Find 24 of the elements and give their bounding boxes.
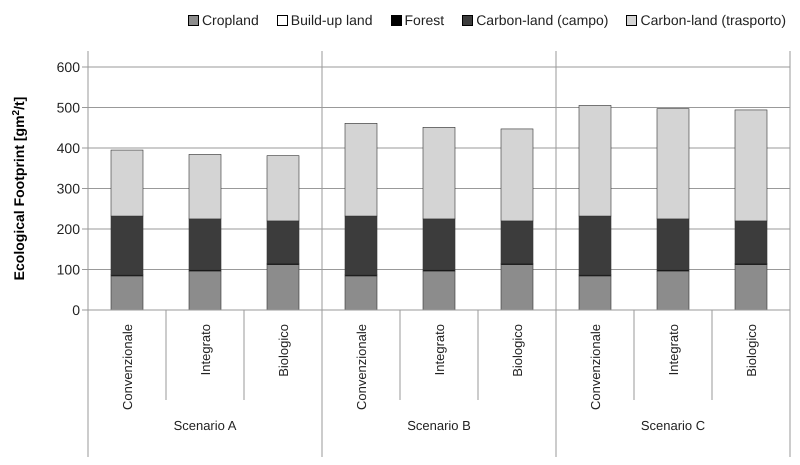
x-tick-label: Biologico	[510, 324, 525, 377]
x-tick-label: Integrato	[198, 324, 213, 376]
text: Scenario A	[174, 418, 237, 433]
x-tick-label: Biologico	[744, 324, 759, 377]
legend-label: Cropland	[200, 12, 259, 28]
y-tick-label: 0	[72, 302, 80, 318]
legend-label: Build-up land	[290, 12, 372, 28]
y-tick-label: 200	[56, 220, 80, 237]
x-tick-label: Integrato	[666, 324, 681, 376]
x-tick-label: Convenzionale	[120, 324, 135, 410]
x-tick-label: Biologico	[276, 324, 291, 377]
legend-label: Carbon-land (trasporto)	[639, 12, 786, 28]
y-tick-label: 300	[56, 180, 80, 196]
legend-label: Forest	[404, 12, 444, 28]
x-tick-label: Integrato	[432, 324, 447, 376]
x-tick-label: Convenzionale	[588, 324, 603, 410]
legend-label: Carbon-land (campo)	[475, 12, 608, 28]
y-tick-label: 400	[56, 140, 80, 156]
text: Scenario B	[407, 418, 471, 433]
y-tick-label: 600	[56, 58, 80, 75]
x-tick-label: Convenzionale	[354, 324, 369, 410]
y-tick-label: 100	[56, 261, 80, 278]
y-tick-label: 500	[56, 99, 80, 116]
text: Scenario C	[640, 418, 706, 433]
